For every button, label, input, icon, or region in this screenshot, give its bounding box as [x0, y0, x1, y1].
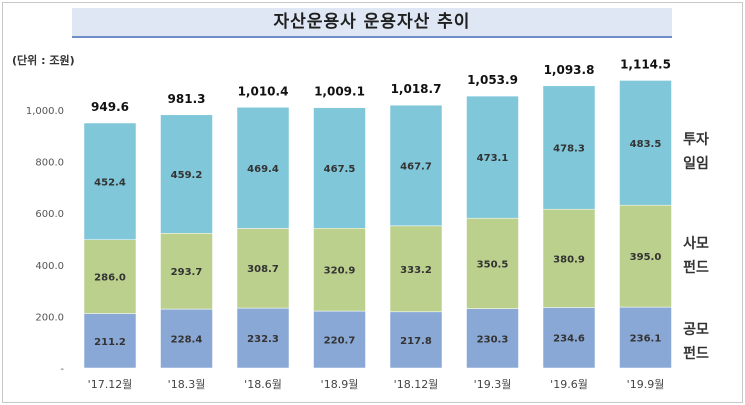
- x-tick-label: '19.9월: [627, 378, 665, 391]
- segment-value-label: 230.3: [477, 334, 509, 345]
- total-value-label: 981.3: [168, 92, 206, 106]
- legend-private-fund: 사모 펀드: [683, 236, 709, 276]
- segment-value-label: 333.2: [400, 265, 432, 276]
- bar-segment: [619, 204, 672, 308]
- segment-value-label: 350.5: [477, 259, 509, 270]
- bar-segment: [160, 114, 213, 234]
- segment-value-label: 220.7: [324, 336, 356, 347]
- bar-segment: [466, 217, 519, 309]
- bar-segment: [542, 85, 596, 210]
- bar-segment: [389, 225, 443, 313]
- segment-value-label: 467.5: [324, 164, 356, 175]
- bar-segment: [313, 310, 366, 369]
- segment-value-label: 473.1: [477, 153, 509, 164]
- bar-segment: [160, 308, 213, 369]
- bar-segment: [160, 233, 213, 310]
- bar-segment: [466, 95, 519, 219]
- y-tick-label: 600.0: [35, 209, 64, 220]
- segment-value-label: 217.8: [400, 336, 432, 347]
- y-tick-label: 1,000.0: [26, 106, 64, 117]
- bar-segment: [83, 239, 137, 314]
- bar-segment: [236, 228, 290, 309]
- x-tick-label: '19.6월: [550, 378, 588, 391]
- segment-value-label: 293.7: [171, 267, 203, 278]
- total-value-label: 1,009.1: [314, 85, 365, 99]
- x-tick-label: '18.9월: [321, 378, 359, 391]
- chart-title: 자산운용사 운용자산 추이: [273, 12, 471, 32]
- legend-investment-advisory: 투자 일임: [683, 132, 709, 172]
- y-tick-label: -: [60, 364, 64, 375]
- bar-segment: [389, 311, 443, 369]
- bar-segment: [313, 228, 366, 312]
- legend-public-fund: 공모 펀드: [683, 322, 709, 362]
- segment-value-label: 459.2: [171, 170, 203, 181]
- segment-value-label: 380.9: [553, 254, 585, 265]
- x-tick-label: '17.12월: [88, 378, 133, 391]
- total-value-label: 1,018.7: [391, 82, 442, 96]
- segment-value-label: 320.9: [324, 266, 356, 277]
- segment-value-label: 308.7: [247, 264, 279, 275]
- y-tick-label: 800.0: [35, 158, 64, 169]
- total-value-label: 949.6: [91, 100, 129, 114]
- x-tick-label: '18.3월: [168, 378, 206, 391]
- y-tick-label: 400.0: [35, 261, 64, 272]
- segment-value-label: 232.3: [247, 334, 279, 345]
- segment-value-label: 469.4: [247, 164, 279, 175]
- segment-value-label: 467.7: [400, 162, 432, 173]
- unit-label: (단위 : 조원): [12, 54, 75, 67]
- bar-segment: [313, 107, 366, 229]
- bar-segment: [542, 307, 596, 369]
- segment-value-label: 395.0: [630, 252, 662, 263]
- total-value-label: 1,010.4: [238, 84, 289, 98]
- total-value-label: 1,093.8: [544, 63, 595, 77]
- bar-segment: [466, 308, 519, 369]
- x-tick-label: '18.6월: [244, 378, 282, 391]
- segment-value-label: 478.3: [553, 144, 585, 155]
- segment-value-label: 452.4: [94, 177, 126, 188]
- bar-segment: [236, 307, 290, 369]
- bar-segment: [236, 107, 290, 229]
- bar-segment: [83, 313, 137, 369]
- bar-segment: [83, 122, 137, 240]
- segment-value-label: 228.4: [171, 335, 203, 346]
- total-value-label: 1,053.9: [467, 73, 518, 87]
- segment-value-label: 286.0: [94, 273, 126, 284]
- y-tick-label: 200.0: [35, 312, 64, 323]
- total-value-label: 1,114.5: [620, 57, 671, 71]
- bar-segment: [619, 80, 672, 206]
- bar-segment: [619, 306, 672, 369]
- segment-value-label: 234.6: [553, 334, 585, 345]
- bar-segment: [389, 104, 443, 227]
- segment-value-label: 483.5: [630, 139, 662, 150]
- x-tick-label: '19.3월: [474, 378, 512, 391]
- segment-value-label: 236.1: [630, 334, 662, 345]
- title-banner: 자산운용사 운용자산 추이: [72, 8, 672, 38]
- segment-value-label: 211.2: [94, 337, 126, 348]
- bar-segment: [542, 208, 596, 308]
- x-tick-label: '18.12월: [394, 378, 439, 391]
